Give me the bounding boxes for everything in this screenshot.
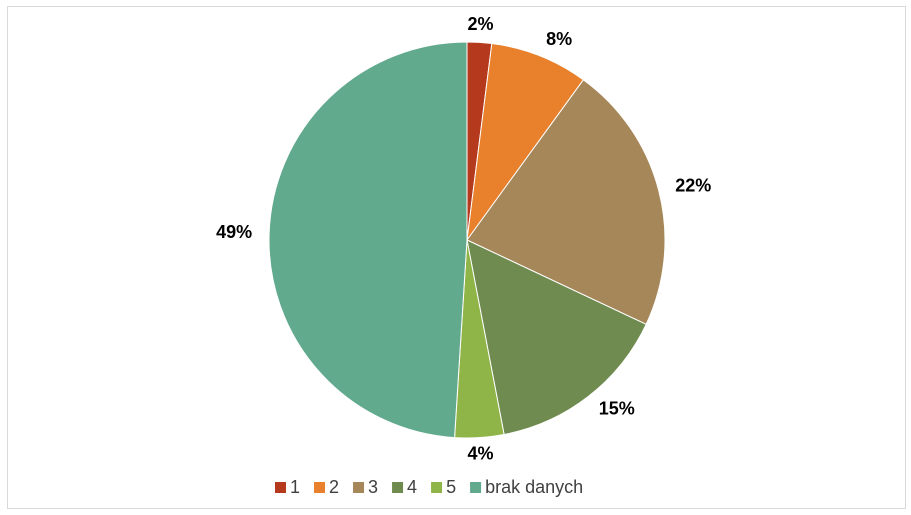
legend-label: 3 [368,477,378,497]
data-label: 8% [546,29,572,49]
legend-swatch [470,482,482,493]
legend-label: 4 [407,477,417,497]
legend-swatch [353,482,365,493]
legend-label: brak danych [485,477,583,497]
legend-swatch [314,482,326,493]
data-label: 49% [216,222,252,242]
legend-swatch [392,482,404,493]
legend-swatch [431,482,443,493]
legend-label: 2 [329,477,339,497]
pie-slice [466,43,585,241]
data-label: 4% [467,443,493,463]
data-label: 22% [675,175,711,195]
legend-label: 5 [446,477,456,497]
legend-label: 1 [290,477,300,497]
pie-slice [268,41,468,439]
data-label: 15% [599,399,635,419]
data-label: 2% [467,14,493,34]
legend-swatch [275,482,286,493]
pie-slice [466,239,647,436]
